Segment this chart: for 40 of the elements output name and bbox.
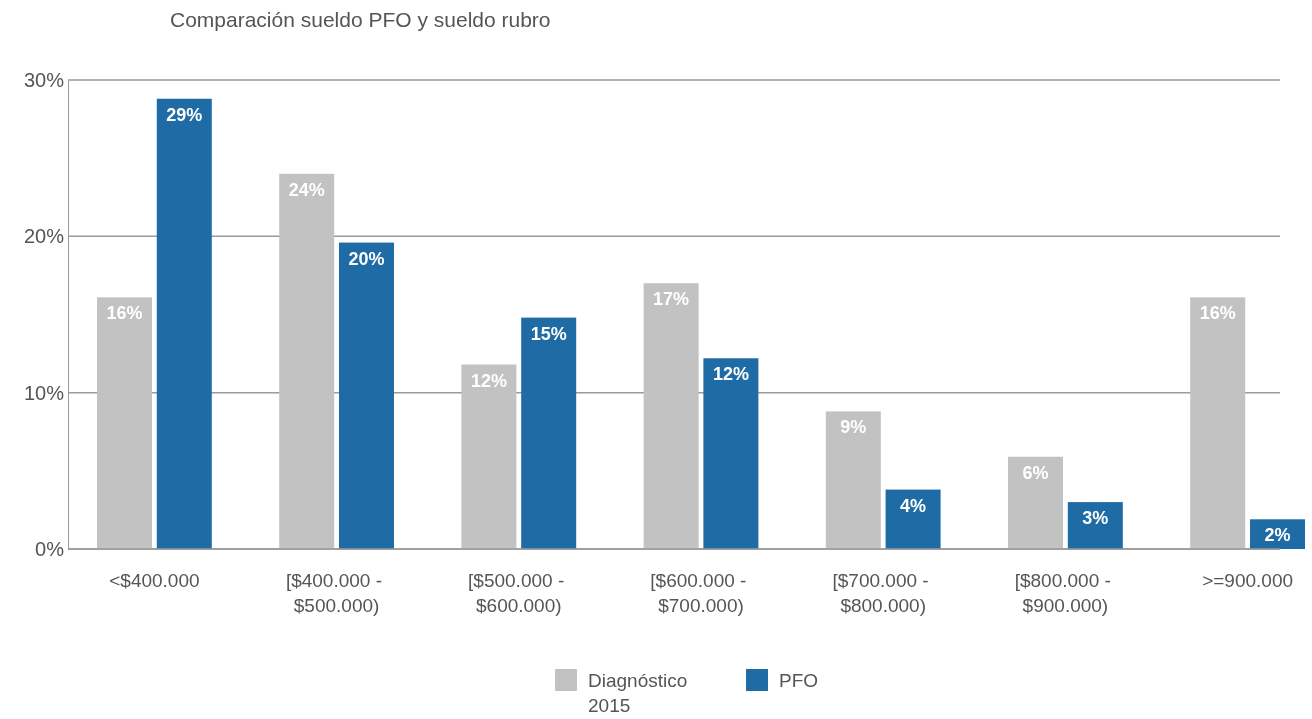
bar xyxy=(461,364,517,549)
data-label: 16% xyxy=(106,303,143,324)
x-tick-label: [$700.000 - $800.000) xyxy=(832,570,934,616)
x-tick-label: [$800.000 - $900.000) xyxy=(1014,570,1117,616)
y-tick-label: 30% xyxy=(23,68,65,91)
bar xyxy=(825,411,881,549)
data-label: 4% xyxy=(900,495,927,516)
bar xyxy=(521,317,577,549)
bar xyxy=(338,242,394,549)
bar xyxy=(703,358,759,549)
data-label: 2% xyxy=(1264,525,1291,546)
bar xyxy=(643,283,699,549)
data-label: 9% xyxy=(840,417,867,438)
data-label: 24% xyxy=(288,179,325,200)
y-tick-label: 20% xyxy=(23,225,65,248)
data-label: 12% xyxy=(470,370,507,391)
x-tick-label: >=900.000 xyxy=(1202,570,1294,591)
legend-label: Diagnóstico 2015 xyxy=(588,670,688,716)
x-tick-label: [$500.000 - $600.000) xyxy=(468,570,570,616)
bar xyxy=(885,489,941,549)
data-label: 20% xyxy=(348,248,385,269)
y-tick-label: 0% xyxy=(35,537,65,560)
data-label: 12% xyxy=(712,364,749,385)
chart-title: Comparación sueldo PFO y sueldo rubro xyxy=(170,8,551,31)
data-label: 17% xyxy=(653,289,690,310)
x-tick-label: <$400.000 xyxy=(109,570,200,591)
y-tick-label: 10% xyxy=(23,381,65,404)
data-label: 6% xyxy=(1022,462,1049,483)
data-label: 3% xyxy=(1082,508,1109,529)
x-tick-label: [$400.000 - $500.000) xyxy=(285,570,388,616)
bar xyxy=(279,173,335,549)
data-label: 15% xyxy=(530,323,567,344)
bar xyxy=(97,297,152,549)
legend-label: PFO xyxy=(779,670,819,691)
bar xyxy=(1008,456,1064,549)
bar xyxy=(1190,297,1246,549)
bar xyxy=(156,98,212,549)
data-label: 29% xyxy=(166,104,203,125)
data-label: 16% xyxy=(1199,303,1236,324)
x-tick-label: [$600.000 - $700.000) xyxy=(650,570,752,616)
